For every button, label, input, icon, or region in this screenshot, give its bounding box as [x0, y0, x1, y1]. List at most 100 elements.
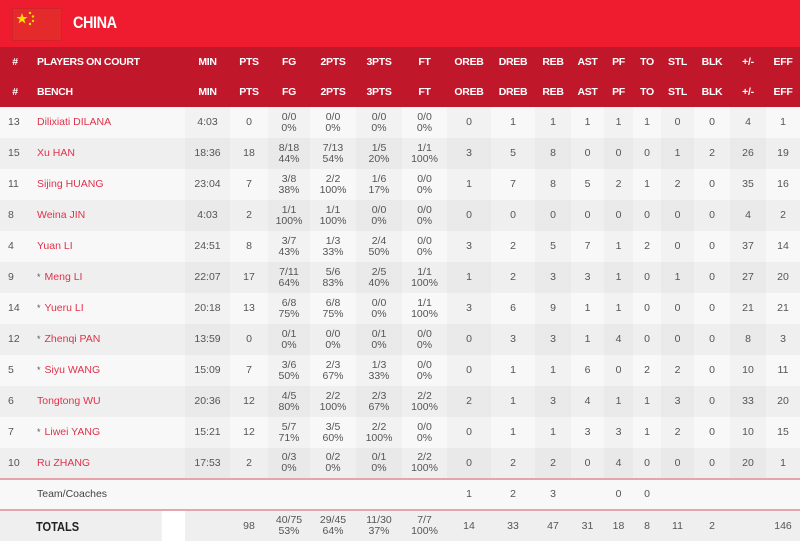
column-header[interactable]: FT [402, 77, 447, 107]
column-header[interactable]: STL [661, 47, 694, 77]
column-header[interactable]: EFF [766, 77, 800, 107]
column-header[interactable]: 2PTS [310, 47, 356, 77]
stat-pf: 4 [604, 448, 633, 480]
stat-to: 0 [633, 324, 661, 355]
column-header[interactable]: EFF [766, 47, 800, 77]
stat-percent: 50% [278, 369, 300, 382]
stat-made-attempted: 6/8 [281, 296, 297, 309]
column-header[interactable]: OREB [447, 47, 491, 77]
column-header[interactable]: REB [535, 47, 571, 77]
column-header[interactable]: PF [604, 77, 633, 107]
stat-pm: 33 [730, 386, 766, 417]
player-row: 8 Weina JIN 4:03 2 1/1 100% 1/1 100% 0/0 0% 0/0 0% 0… [0, 200, 800, 231]
column-header[interactable]: +/- [730, 77, 766, 107]
column-header[interactable]: DREB [491, 77, 535, 107]
stat-oreb: 1 [447, 262, 491, 293]
column-header[interactable]: # [0, 77, 30, 107]
stat-pm: 10 [730, 417, 766, 448]
column-header[interactable]: 2PTS [310, 77, 356, 107]
player-link[interactable]: Sijing HUANG [37, 178, 104, 190]
column-header[interactable]: PF [604, 47, 633, 77]
column-header[interactable]: 3PTS [356, 77, 402, 107]
stat-p2: 7/13 54% [310, 138, 356, 169]
column-header[interactable]: FG [268, 77, 310, 107]
stat-p2: 3/5 60% [310, 417, 356, 448]
stat-ft: 0/0 0% [402, 324, 447, 355]
player-row: 10 Ru ZHANG 17:53 2 0/3 0% 0/2 0% 0/1 0% 2/2 100% 0 2… [0, 448, 800, 480]
player-row: 15 Xu HAN 18:36 18 8/18 44% 7/13 54% 1/5 20% 1/1 10… [0, 138, 800, 169]
stat-made-attempted: 1/1 [325, 203, 341, 216]
stat-reb: 0 [535, 200, 571, 231]
stat-made-attempted: 7/13 [322, 141, 344, 154]
stat-ft: 0/0 0% [402, 107, 447, 138]
stat-made-attempted: 2/2 [325, 172, 341, 185]
stat-made-attempted: 0/0 [371, 296, 387, 309]
column-header[interactable]: DREB [491, 47, 535, 77]
stat-eff: 14 [766, 231, 800, 262]
stat-percent: 20% [368, 152, 390, 165]
stat-pf: 0 [604, 479, 633, 511]
stat-ast: 0 [571, 200, 604, 231]
column-header[interactable]: OREB [447, 77, 491, 107]
stat-fg: 6/8 75% [268, 293, 310, 324]
player-link[interactable]: Ru ZHANG [37, 456, 91, 469]
column-header[interactable]: BENCH [30, 77, 185, 107]
player-link[interactable]: Zhenqi PAN [44, 333, 101, 345]
player-name-cell: Dilixiati DILANA [30, 107, 185, 138]
stat-reb: 2 [535, 448, 571, 480]
stat-dreb: 2 [491, 448, 535, 480]
player-link[interactable]: Weina JIN [37, 209, 86, 221]
column-header[interactable]: PTS [230, 47, 268, 77]
column-header[interactable]: FT [402, 47, 447, 77]
column-header[interactable]: PTS [230, 77, 268, 107]
column-header[interactable]: PLAYERS ON COURT [30, 47, 185, 77]
player-link[interactable]: Liwei YANG [44, 426, 101, 438]
column-header[interactable]: STL [661, 77, 694, 107]
player-link[interactable]: Dilixiati DILANA [37, 116, 112, 128]
stat-stl: 1 [661, 138, 694, 169]
stat-blk: 2 [694, 138, 730, 169]
column-header[interactable]: # [0, 47, 30, 77]
stat-dreb: 2 [491, 479, 535, 511]
column-header[interactable]: REB [535, 77, 571, 107]
stat-fg: 1/1 100% [268, 200, 310, 231]
stat-percent: 100% [411, 152, 438, 165]
column-header[interactable]: BLK [694, 47, 730, 77]
stat-pts: 7 [230, 355, 268, 386]
column-header[interactable]: MIN [185, 77, 230, 107]
team-name: CHINA [73, 13, 117, 32]
player-link[interactable]: Meng LI [44, 271, 83, 283]
stat-min [185, 479, 230, 511]
stat-ast: 5 [571, 169, 604, 200]
player-link[interactable]: Xu HAN [37, 147, 75, 159]
stat-ast: 7 [571, 231, 604, 262]
stat-dreb: 1 [491, 107, 535, 138]
player-row: 4 Yuan LI 24:51 8 3/7 43% 1/3 33% 2/4 50% 0/0 0% 3 2 5… [0, 231, 800, 262]
player-link[interactable]: Tongtong WU [37, 395, 101, 407]
jersey-number: 15 [0, 138, 30, 169]
stat-ft: 0/0 0% [402, 417, 447, 448]
column-header[interactable]: TO [633, 77, 661, 107]
stat-stl: 1 [661, 262, 694, 293]
stat-oreb: 0 [447, 107, 491, 138]
column-header[interactable]: AST [571, 47, 604, 77]
column-header[interactable]: 3PTS [356, 47, 402, 77]
column-header[interactable]: +/- [730, 47, 766, 77]
column-header[interactable]: MIN [185, 47, 230, 77]
stat-min: 15:21 [185, 417, 230, 448]
team-coaches-row: Team/Coaches 1 2 3 0 0 [0, 479, 800, 511]
column-header[interactable]: TO [633, 47, 661, 77]
stat-oreb: 0 [447, 324, 491, 355]
player-link[interactable]: Yueru LI [44, 302, 84, 314]
stat-made-attempted: 0/1 [281, 327, 297, 340]
stat-dreb: 1 [491, 417, 535, 448]
player-link[interactable]: Yuan LI [37, 240, 73, 252]
stat-percent: 33% [368, 369, 390, 382]
stat-blk: 0 [694, 324, 730, 355]
column-header[interactable]: FG [268, 47, 310, 77]
player-link[interactable]: Siyu WANG [44, 364, 101, 376]
column-header[interactable]: AST [571, 77, 604, 107]
column-header[interactable]: BLK [694, 77, 730, 107]
jersey-number [0, 479, 30, 511]
stat-blk: 0 [694, 169, 730, 200]
